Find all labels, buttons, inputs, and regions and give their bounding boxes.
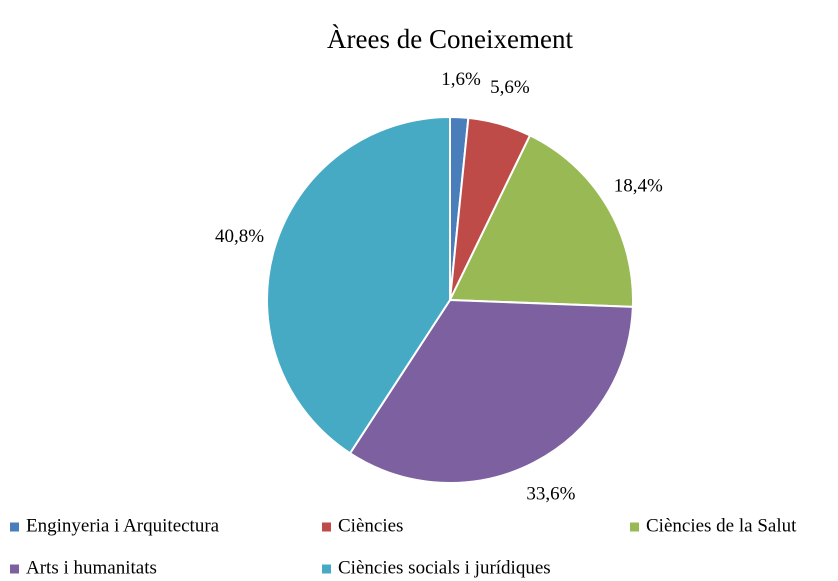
chart-title: Àrees de Coneixement <box>327 24 573 54</box>
pie-slice <box>448 134 634 308</box>
legend-label: Enginyeria i Arquitectura <box>26 515 220 536</box>
pie-slice <box>266 115 451 455</box>
legend-marker <box>10 564 19 574</box>
legend-label: Ciències socials i jurídiques <box>338 557 551 578</box>
legend-marker <box>322 522 331 532</box>
legend-marker <box>10 522 19 532</box>
legend-label: Ciències <box>338 515 403 536</box>
data-label: 33,6% <box>526 483 575 504</box>
data-label: 40,8% <box>215 226 264 247</box>
legend-label: Ciències de la Salut <box>646 515 797 536</box>
data-label: 1,6% <box>441 69 481 90</box>
data-label: 18,4% <box>614 175 663 196</box>
legend-label: Arts i humanitats <box>26 557 157 578</box>
legend-marker <box>322 564 331 574</box>
data-label: 5,6% <box>490 77 530 98</box>
legend-marker <box>630 522 639 532</box>
